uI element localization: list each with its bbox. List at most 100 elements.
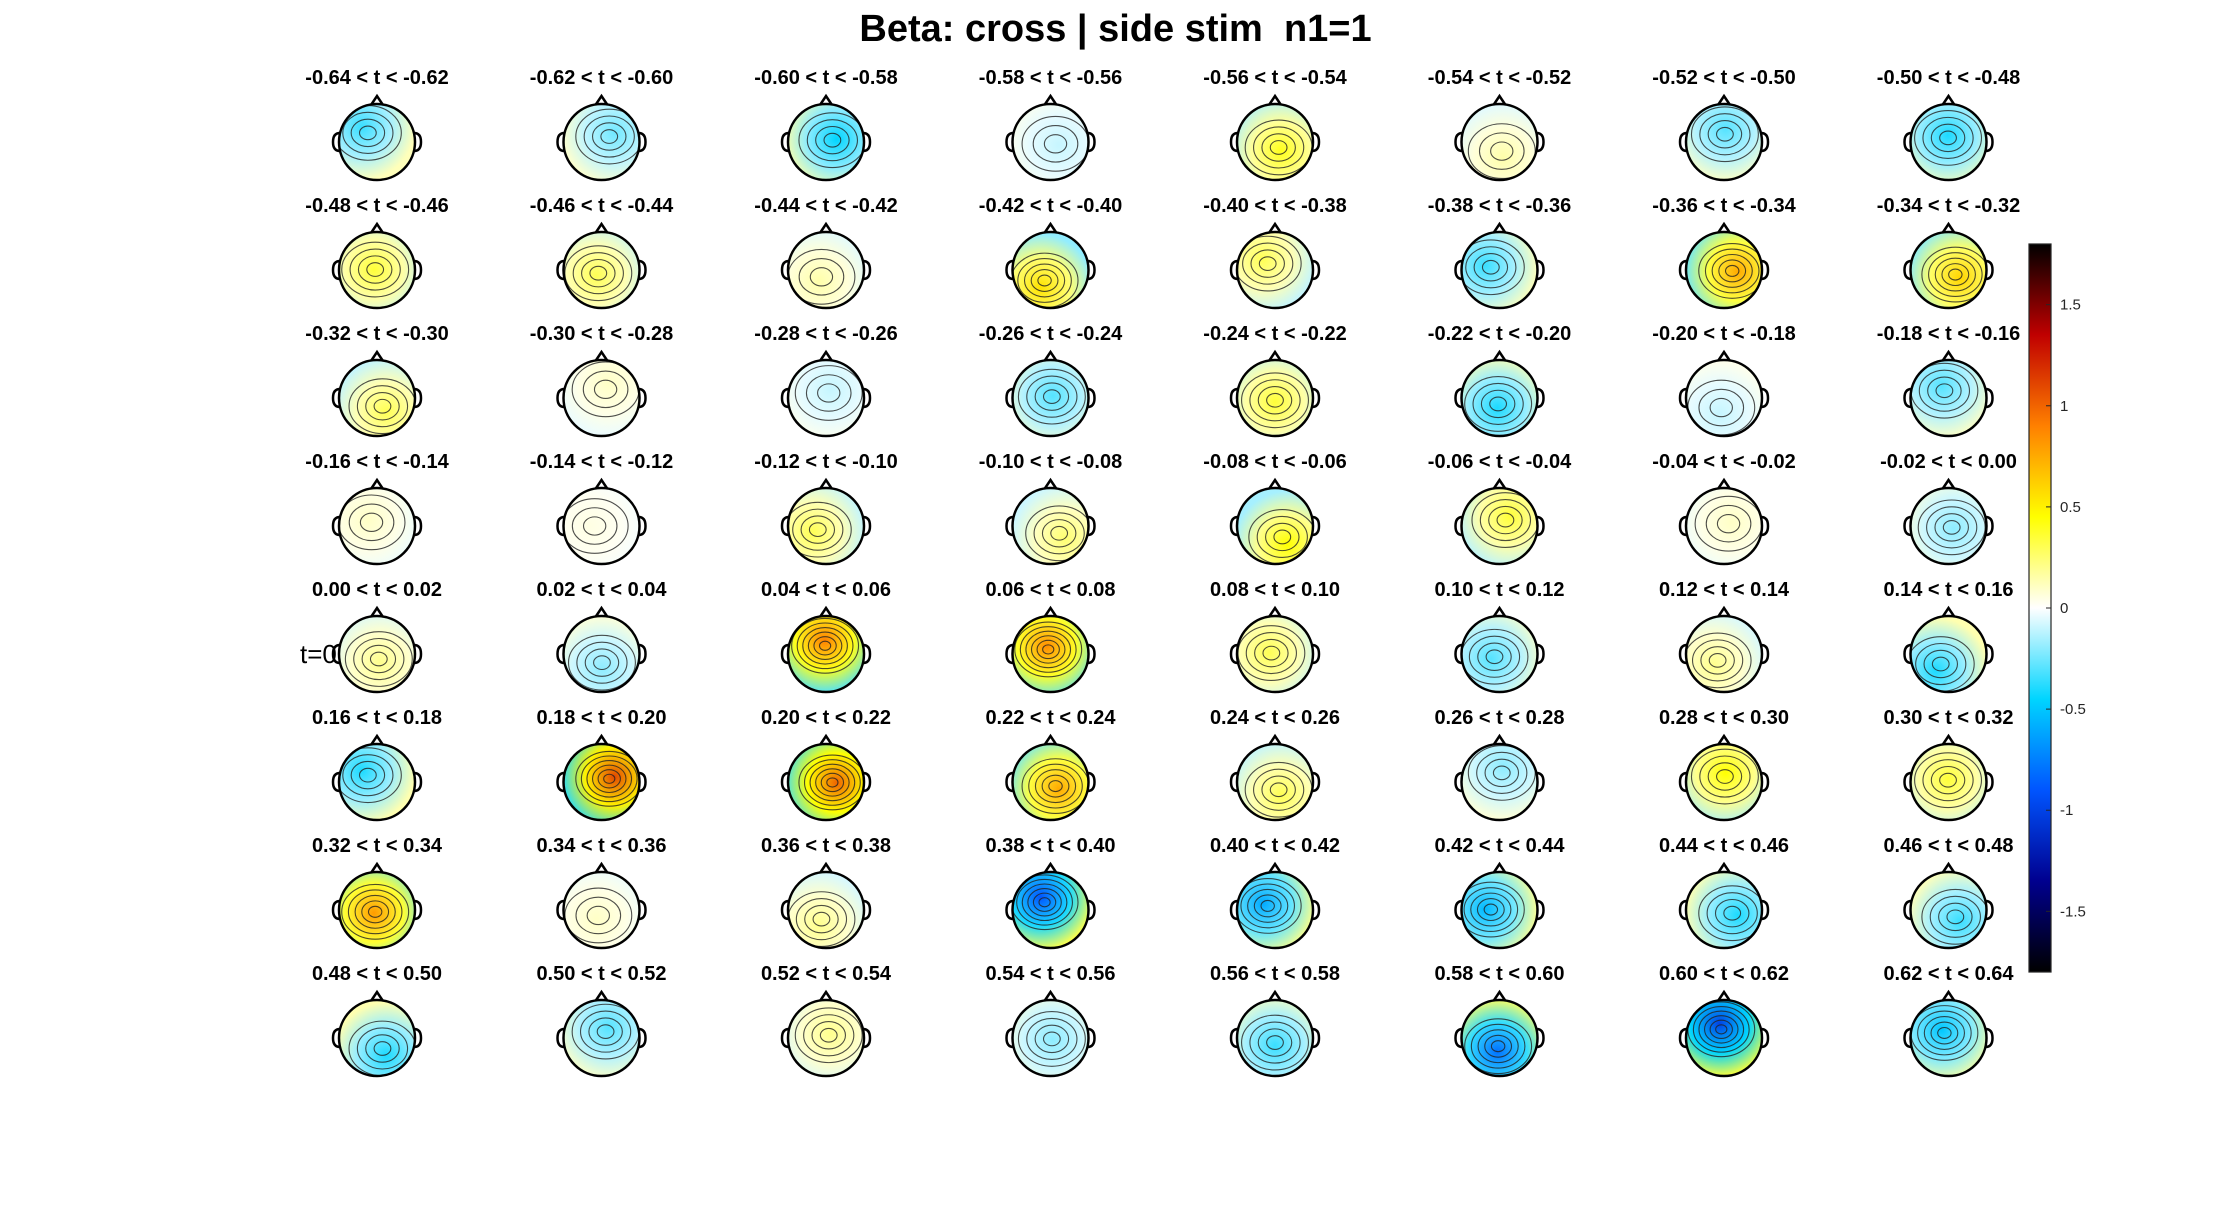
head-nose [1492,93,1507,106]
head-outline [337,102,417,182]
head-left-ear [556,387,565,409]
contour-line [1463,887,1519,932]
topoplot-panel: -0.24 < t < -0.22 [1203,323,1347,438]
head-left-ear [1229,899,1239,921]
head-nose [1941,861,1956,874]
contour-line [1490,1040,1506,1053]
head-left-ear [1229,1027,1239,1049]
head-outline [1460,230,1539,310]
contour-line [354,894,396,929]
head-outline [562,998,641,1078]
contour-line [802,627,848,665]
contour-line [1484,758,1520,788]
head-outline [1684,870,1764,950]
head-outline [1011,358,1090,438]
head-right-ear [413,1027,423,1049]
contour-line [812,911,831,927]
head-nose [1267,989,1283,1002]
head-right-ear [638,1027,647,1049]
topoplot-panel: 0.40 < t < 0.42 [1210,835,1340,950]
topoplot-panel: -0.60 < t < -0.58 [754,67,898,182]
contour-line [1253,768,1305,811]
head-outline [337,614,417,694]
head-outline [1909,486,1988,566]
topoplot-panel: 0.26 < t < 0.28 [1434,707,1565,822]
head-nose [369,221,385,234]
contour-line [350,118,386,148]
contour-line [1923,1016,1966,1050]
head-outline [1235,870,1315,950]
panel-time-label: -0.10 < t < -0.08 [979,451,1122,473]
head-left-ear [1678,643,1688,665]
head-nose [1267,93,1283,106]
head-outline [1684,742,1764,822]
contour-line [1485,649,1504,665]
head-right-ear [413,643,423,665]
head-left-ear [1903,1027,1912,1049]
topoplot-panel: -0.38 < t < -0.36 [1428,195,1571,310]
head-outline [1460,742,1539,822]
head-outline [1011,614,1090,694]
head-nose [594,989,609,1002]
head-right-ear [1311,899,1321,921]
head-outline [786,358,866,438]
head-scalp-map [339,360,415,436]
contour-line [1686,632,1752,689]
contour-line [1023,263,1066,298]
panel-time-label: -0.08 < t < -0.06 [1203,451,1346,473]
head-left-ear [780,259,790,281]
head-nose [1492,861,1507,874]
head-nose [594,349,609,362]
contour-line [815,768,850,797]
contour-line [1939,772,1957,788]
topoplot-panel: -0.26 < t < -0.24 [979,323,1123,438]
contour-line [1245,632,1297,675]
contour-line [1937,1026,1952,1040]
head-right-ear [1536,899,1545,921]
head-scalp-map [1012,360,1089,436]
head-left-ear [1903,131,1912,153]
head-scalp-map [1910,744,1987,820]
panel-time-label: -0.26 < t < -0.24 [979,323,1123,345]
head-scalp-map [1237,360,1313,436]
head-scalp-map [1012,104,1089,180]
contour-line [1266,1035,1284,1050]
head-right-ear [1311,1027,1321,1049]
contour-line [1705,504,1752,543]
topoplot-panel: 0.46 < t < 0.48 [1883,835,2014,950]
panel-time-label: -0.30 < t < -0.28 [530,323,673,345]
head-right-ear [862,771,872,793]
contour-line [1690,106,1759,163]
head-left-ear [780,1027,790,1049]
head-left-ear [780,771,790,793]
head-outline [1460,614,1539,694]
contour-line [1016,878,1073,926]
head-left-ear [556,643,565,665]
contour-line [1715,1024,1728,1035]
head-right-ear [1087,259,1096,281]
head-right-ear [638,771,647,793]
head-left-ear [1229,771,1239,793]
contour-line [1256,515,1308,559]
panel-time-label: -0.24 < t < -0.22 [1203,323,1346,345]
head-left-ear [780,387,790,409]
topoplot-panel: 0.04 < t < 0.06 [761,579,891,694]
head-nose [369,605,385,618]
contour-line [1471,492,1538,548]
contour-line [1914,109,1983,166]
head-right-ear [1985,259,1994,281]
contour-line [1716,769,1734,784]
contour-line [600,129,619,144]
contour-line [1917,499,1986,556]
colorbar: 1.5 1 0.5 0 -0.5 -1 -1.5 [2028,243,2086,973]
contour-line [339,747,402,804]
contour-line [1699,113,1751,156]
head-nose [369,861,385,874]
head-left-ear [331,643,341,665]
contour-line [1026,375,1078,418]
contour-line [1468,635,1521,678]
head-left-ear [1229,131,1239,153]
topoplot-panel: -0.50 < t < -0.48 [1877,67,2020,182]
contour-line [803,759,861,806]
